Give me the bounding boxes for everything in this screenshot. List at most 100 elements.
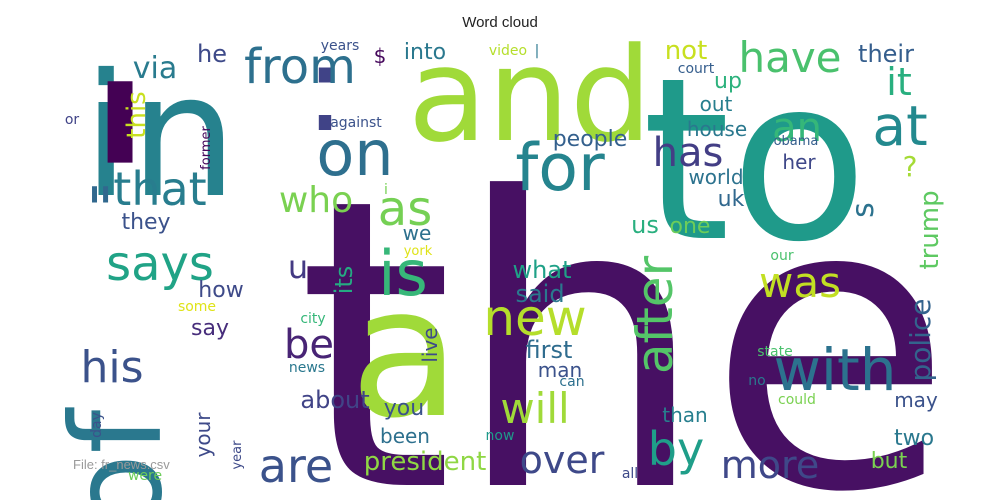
- source-note: File: fr_news.csv: [73, 457, 170, 472]
- word-this: this: [122, 91, 152, 138]
- word-question-mark: ?: [903, 150, 918, 183]
- word-been: been: [380, 424, 430, 448]
- word-as: as: [378, 181, 432, 237]
- word-on: on: [316, 117, 393, 190]
- word-or: or: [65, 112, 80, 128]
- word-he: he: [197, 40, 227, 68]
- word-colon: :: [305, 20, 345, 159]
- word-not: not: [665, 36, 708, 66]
- word-your: your: [191, 412, 215, 458]
- word-can: can: [559, 374, 584, 390]
- word-is: is: [378, 237, 428, 310]
- word-says: says: [106, 236, 214, 292]
- word-police: police: [904, 298, 937, 381]
- word-was: was: [759, 258, 841, 307]
- word-s: s: [846, 202, 881, 218]
- word-pipe: |: [535, 43, 540, 59]
- word-of: of: [45, 407, 190, 500]
- word-quote: ": [86, 175, 114, 245]
- word-former: former: [199, 126, 214, 170]
- word-first: first: [526, 336, 573, 364]
- word-out: out: [700, 92, 733, 116]
- word-by: by: [648, 422, 704, 476]
- word-about: about: [300, 386, 369, 414]
- word-after: after: [626, 255, 684, 374]
- word-in: in: [83, 38, 238, 236]
- word-to: to: [642, 30, 868, 292]
- word-some: some: [178, 299, 216, 315]
- word-for: for: [515, 131, 605, 206]
- word-u: u: [288, 248, 308, 286]
- word-that: that: [113, 162, 206, 216]
- word-apostrophe: ': [79, 22, 161, 371]
- word-years: years: [321, 38, 360, 54]
- word-city: city: [300, 311, 325, 327]
- word-who: who: [279, 180, 353, 221]
- word-say: say: [191, 316, 229, 341]
- word-now: now: [486, 428, 515, 444]
- word-two: two: [894, 426, 934, 451]
- word-it: it: [886, 60, 911, 104]
- word-news: news: [289, 360, 325, 376]
- word-were: were: [128, 468, 162, 484]
- word-will: will: [500, 384, 569, 433]
- word-we: we: [403, 221, 432, 245]
- word-from: from: [244, 39, 356, 95]
- word-more: more: [721, 443, 819, 487]
- word-has: has: [653, 130, 724, 176]
- word-with: with: [773, 336, 896, 404]
- word-trump: trump: [915, 190, 945, 269]
- word-dollar: $: [374, 44, 387, 68]
- word-but: but: [871, 449, 908, 474]
- word-one: one: [670, 214, 711, 239]
- word-they: they: [121, 210, 170, 235]
- word-be: be: [284, 322, 334, 368]
- word-live: live: [418, 327, 442, 362]
- word-president: president: [364, 447, 487, 477]
- word-their: their: [858, 40, 914, 68]
- word-how: how: [198, 278, 243, 303]
- word-people: people: [553, 127, 628, 152]
- chart-title: Word cloud: [462, 14, 538, 31]
- word-court: court: [678, 61, 715, 77]
- word-into: into: [404, 40, 446, 65]
- word-over: over: [520, 438, 605, 482]
- word-you: you: [384, 396, 424, 421]
- word-uk: uk: [718, 187, 745, 212]
- word-new: new: [483, 289, 586, 347]
- word-up: up: [714, 69, 742, 94]
- word-the: the: [297, 115, 953, 500]
- word-video: video: [489, 43, 527, 59]
- word-at: at: [872, 94, 927, 158]
- word-all: all: [622, 466, 638, 482]
- word-year: year: [230, 440, 245, 470]
- word-its: its: [330, 266, 358, 295]
- word-an: an: [772, 105, 822, 151]
- word-our: our: [770, 248, 793, 264]
- word-may: may: [894, 388, 938, 412]
- word-obama: obama: [774, 134, 819, 149]
- word-his: his: [80, 342, 143, 393]
- word-a: a: [350, 249, 460, 458]
- word-i: i: [384, 182, 388, 198]
- word-against: against: [330, 115, 382, 131]
- word-man: man: [538, 358, 582, 382]
- word-what: what: [513, 256, 572, 284]
- word-said: said: [515, 280, 564, 308]
- word-and: and: [408, 19, 653, 171]
- word-via: via: [133, 51, 177, 86]
- word-house: house: [687, 117, 747, 141]
- word-no: no: [748, 373, 765, 389]
- word-are: are: [259, 439, 333, 493]
- word-have: have: [738, 33, 841, 82]
- word-than: than: [662, 403, 707, 427]
- word-us: us: [631, 211, 659, 239]
- word-her: her: [782, 150, 816, 174]
- word-world: world: [688, 165, 743, 189]
- word-state: state: [757, 344, 792, 360]
- word-york: york: [404, 244, 433, 259]
- word-day: day: [89, 412, 105, 438]
- word-could: could: [778, 392, 816, 408]
